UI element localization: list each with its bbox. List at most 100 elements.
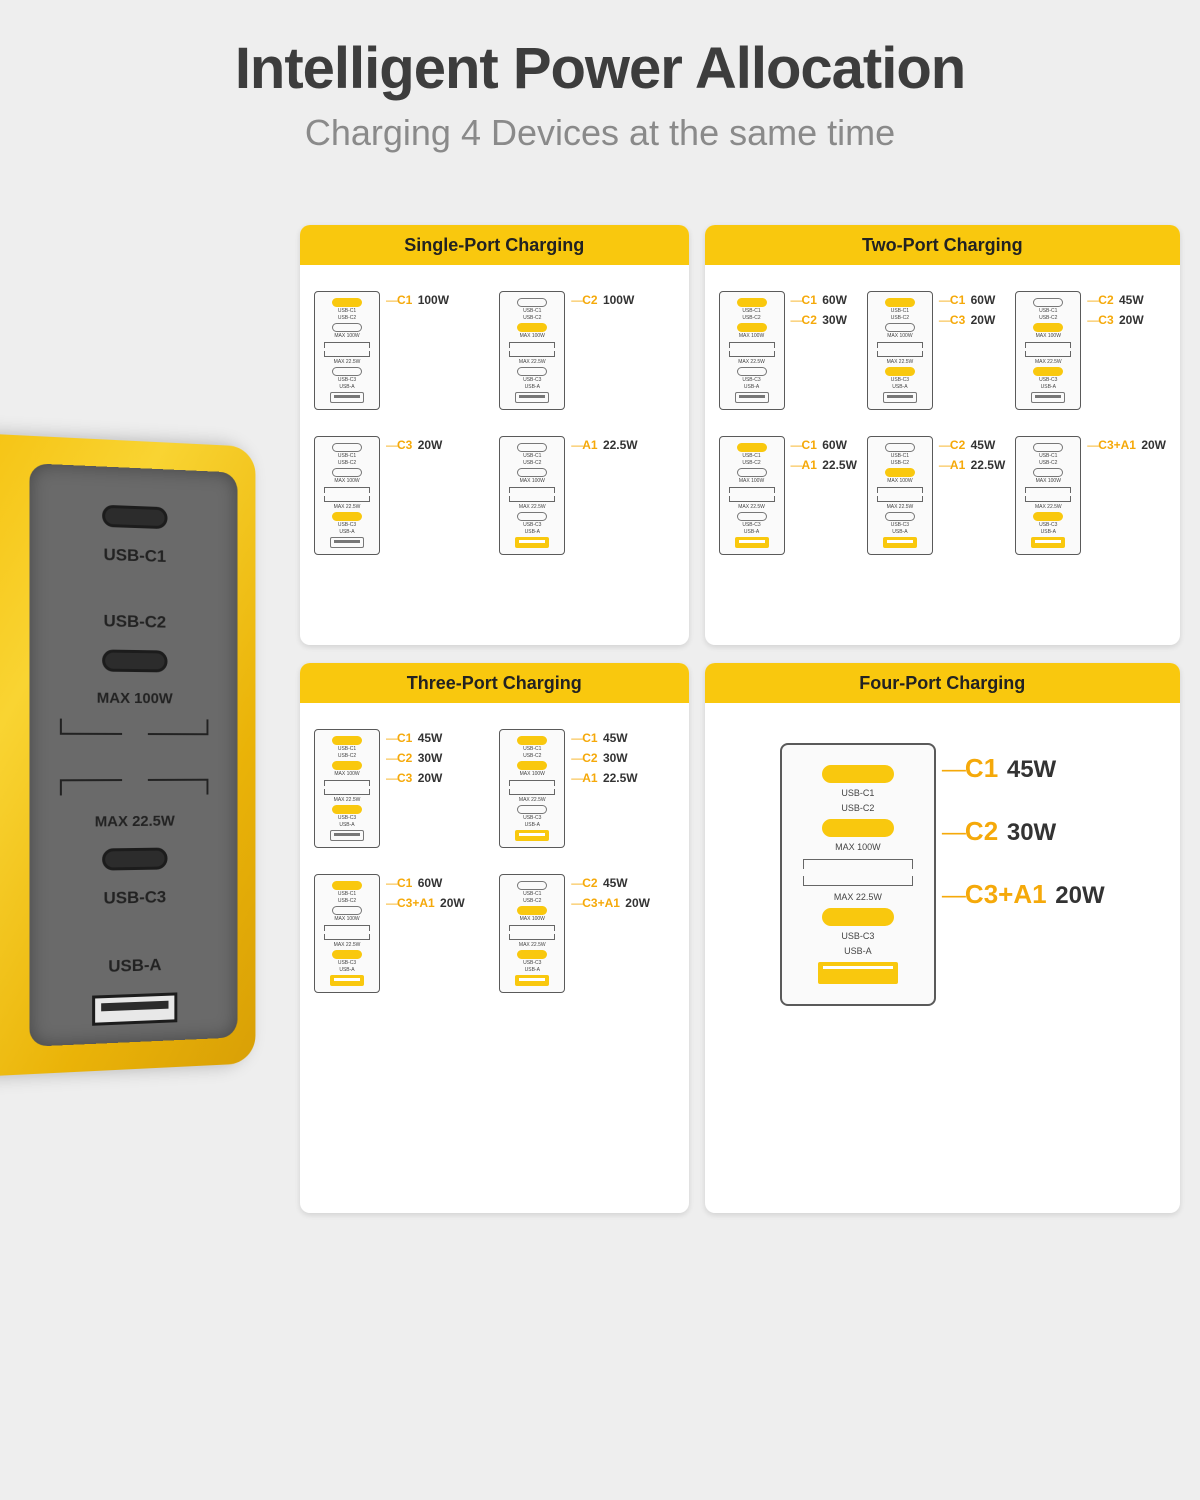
callout-port: A1 <box>802 458 817 472</box>
slot-c1-label: USB-C1 <box>523 309 541 314</box>
slot-c3-label: USB-C3 <box>523 961 541 966</box>
callout-row: —C1 45W <box>942 753 1105 784</box>
callout-row: —C1 45W <box>571 731 637 745</box>
slot-a1-label: USB-A <box>339 968 354 973</box>
callout-row: —C2 30W <box>791 313 847 327</box>
callout-watt: 22.5W <box>603 438 638 452</box>
panel-title: Two-Port Charging <box>705 225 1180 265</box>
callout-port: C3+A1 <box>965 879 1047 909</box>
slot-c3-label: USB-C3 <box>891 378 909 383</box>
slot-c3-label: USB-C3 <box>1039 378 1057 383</box>
callout-watt: 20W <box>1141 438 1166 452</box>
callout-port: C2 <box>965 816 998 846</box>
slot-c2-label: USB-C2 <box>338 316 356 321</box>
callout-watt: 45W <box>603 876 628 890</box>
callout-port: C1 <box>802 438 817 452</box>
config-item: USB-C1 USB-C2 MAX 100W MAX 22.5W USB-C3 … <box>719 436 857 555</box>
callout-watt: 60W <box>822 293 847 307</box>
slot-c1-icon <box>517 298 547 307</box>
power-callouts: —C1 60W—C3 20W <box>939 291 995 327</box>
callout-watt: 20W <box>418 771 443 785</box>
config-item: USB-C1 USB-C2 MAX 100W MAX 22.5W USB-C3 … <box>867 436 1005 555</box>
slot-c2-label: USB-C2 <box>1039 316 1057 321</box>
power-callouts: —C2 45W—A1 22.5W <box>939 436 1005 472</box>
slot-c2-icon <box>885 468 915 477</box>
slot-c1-label: USB-C1 <box>523 747 541 752</box>
slot-a1-icon <box>515 392 549 403</box>
slot-a1-icon <box>515 830 549 841</box>
callout-watt: 30W <box>603 751 628 765</box>
slot-a1-label: USB-A <box>892 385 907 390</box>
slot-a1-label: USB-A <box>339 385 354 390</box>
slot-c3-label: USB-C3 <box>338 378 356 383</box>
slot-c3-icon <box>822 908 894 926</box>
callout-row: —A1 22.5W <box>791 458 857 472</box>
slot-a1-icon <box>330 537 364 548</box>
group1-label: MAX 100W <box>334 479 359 484</box>
slot-c2-label: USB-C2 <box>523 754 541 759</box>
slot-a1-icon <box>330 975 364 986</box>
slot-c1-icon <box>332 298 362 307</box>
callout-row: —C1 100W <box>386 293 449 307</box>
config-item: USB-C1 USB-C2 MAX 100W MAX 22.5W USB-C3 … <box>499 729 674 848</box>
slot-c1-label: USB-C1 <box>891 454 909 459</box>
slot-c1-icon <box>737 298 767 307</box>
callout-row: —C2 100W <box>571 293 634 307</box>
group1-label: MAX 100W <box>1036 479 1061 484</box>
slot-a1-icon <box>515 975 549 986</box>
config-item: USB-C1 USB-C2 MAX 100W MAX 22.5W USB-C3 … <box>499 874 674 993</box>
slot-a1-icon <box>515 537 549 548</box>
slot-c2-label: USB-C2 <box>523 316 541 321</box>
callout-watt: 100W <box>603 293 634 307</box>
power-callouts: —C2 45W—C3+A1 20W <box>571 874 650 910</box>
slot-a1-icon <box>330 830 364 841</box>
mini-charger-diagram: USB-C1 USB-C2 MAX 100W MAX 22.5W USB-C3 … <box>719 291 785 410</box>
slot-a1-label: USB-A <box>892 530 907 535</box>
slot-c1-label: USB-C1 <box>523 892 541 897</box>
product-charger-illustration: USB-C1 USB-C2 MAX 100W MAX 22.5W USB-C3 … <box>0 440 260 1070</box>
group1-label: MAX 100W <box>1036 334 1061 339</box>
callout-port: A1 <box>582 438 597 452</box>
callout-watt: 22.5W <box>971 458 1006 472</box>
config-item: USB-C1 USB-C2 MAX 100W MAX 22.5W USB-C3 … <box>1015 436 1166 555</box>
usb-c2-label: USB-C2 <box>103 611 166 632</box>
callout-row: —C3 20W <box>386 771 442 785</box>
slot-c3-icon <box>1033 512 1063 521</box>
config-item: USB-C1 USB-C2 MAX 100W MAX 22.5W USB-C3 … <box>314 874 489 993</box>
callout-row: —C3 20W <box>386 438 442 452</box>
slot-a1-label: USB-A <box>525 530 540 535</box>
slot-c2-label: USB-C2 <box>1039 461 1057 466</box>
group2-label: MAX 22.5W <box>519 798 546 803</box>
power-callouts: —C1 45W—C2 30W—C3+A1 20W <box>942 743 1105 910</box>
group1-label: MAX 100W <box>520 772 545 777</box>
slot-c3-label: USB-C3 <box>338 523 356 528</box>
slot-c2-label: USB-C2 <box>338 899 356 904</box>
slot-a1-label: USB-A <box>744 385 759 390</box>
callout-port: C3 <box>1098 313 1113 327</box>
mini-charger-diagram: USB-C1 USB-C2 MAX 100W MAX 22.5W USB-C3 … <box>1015 436 1081 555</box>
callout-port: C2 <box>397 751 412 765</box>
callout-row: —C2 30W <box>386 751 442 765</box>
config-item: USB-C1 USB-C2 MAX 100W MAX 22.5W USB-C3 … <box>780 743 1105 1006</box>
panel-three: Three-Port Charging USB-C1 USB-C2 MAX 10… <box>300 663 689 1213</box>
slot-c3-icon <box>737 367 767 376</box>
slot-a1-label: USB-A <box>844 947 872 956</box>
slot-c1-icon <box>332 881 362 890</box>
slot-c3-icon <box>517 367 547 376</box>
allocation-panels-grid: Single-Port Charging USB-C1 USB-C2 MAX 1… <box>300 225 1180 1213</box>
slot-c1-icon <box>517 881 547 890</box>
slot-c3-icon <box>1033 367 1063 376</box>
callout-port: C1 <box>397 876 412 890</box>
callout-port: C3+A1 <box>582 896 620 910</box>
mini-charger-diagram: USB-C1 USB-C2 MAX 100W MAX 22.5W USB-C3 … <box>499 729 565 848</box>
slot-a1-icon <box>1031 537 1065 548</box>
power-callouts: —C1 60W—C2 30W <box>791 291 847 327</box>
slot-c3-label: USB-C3 <box>891 523 909 528</box>
usb-c1-port-icon <box>102 505 167 529</box>
mini-charger-diagram: USB-C1 USB-C2 MAX 100W MAX 22.5W USB-C3 … <box>314 436 380 555</box>
slot-c3-icon <box>737 512 767 521</box>
callout-row: —A1 22.5W <box>571 771 637 785</box>
slot-c1-label: USB-C1 <box>338 309 356 314</box>
slot-c2-icon <box>517 761 547 770</box>
slot-c3-label: USB-C3 <box>523 816 541 821</box>
